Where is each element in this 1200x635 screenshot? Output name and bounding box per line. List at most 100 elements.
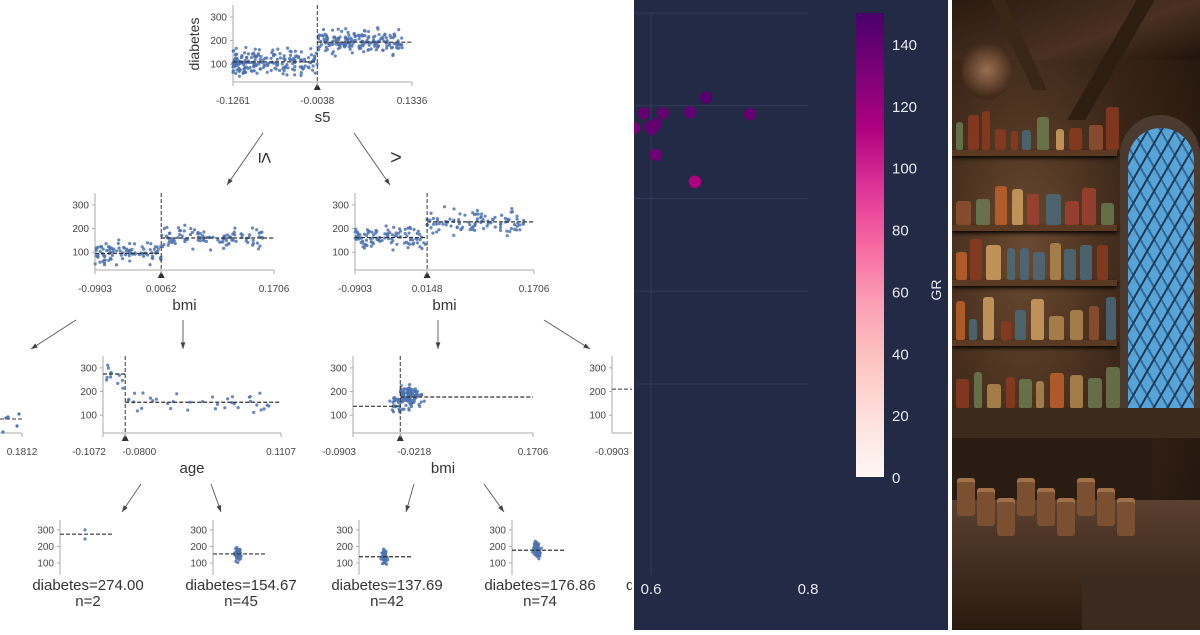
data-point — [505, 229, 509, 233]
data-point — [98, 249, 102, 254]
data-point — [448, 217, 452, 221]
data-point — [224, 243, 228, 247]
data-point — [422, 241, 426, 245]
data-point — [102, 254, 106, 258]
data-point — [459, 227, 463, 231]
data-point — [150, 256, 154, 260]
data-point — [258, 244, 262, 248]
data-point — [288, 58, 292, 62]
divider — [632, 0, 634, 630]
data-point — [376, 26, 380, 30]
data-point — [232, 402, 236, 406]
data-point — [191, 247, 195, 251]
data-point — [376, 44, 381, 48]
data-point — [367, 43, 371, 47]
data-point — [331, 42, 335, 46]
data-point — [292, 68, 297, 72]
potion-bottle-icon — [1049, 316, 1064, 340]
data-point — [167, 241, 171, 245]
data-point — [350, 44, 354, 48]
data-point — [271, 54, 276, 58]
y-tick-label: 300 — [37, 525, 54, 536]
data-point — [4, 416, 8, 420]
data-point — [392, 399, 396, 403]
arrowhead-icon — [180, 342, 186, 349]
edge-arrow — [226, 132, 264, 186]
data-point — [257, 62, 261, 66]
data-point — [313, 71, 317, 75]
hanging-lantern-icon — [962, 40, 1012, 100]
scatter-point — [688, 175, 702, 189]
data-point — [452, 218, 456, 222]
data-point — [255, 71, 259, 75]
edge-arrow — [353, 132, 391, 186]
data-point — [154, 397, 158, 401]
data-point — [282, 54, 286, 58]
data-point — [491, 218, 495, 222]
data-point — [463, 213, 467, 217]
data-point — [196, 231, 200, 236]
potion-bottle-icon — [1106, 107, 1120, 150]
potion-bottle-icon — [1032, 251, 1045, 280]
data-point — [395, 398, 400, 403]
data-point — [255, 241, 260, 245]
data-point — [285, 46, 290, 50]
potion-bottle-icon — [976, 198, 990, 225]
potion-bottle-icon — [1088, 378, 1102, 408]
data-point — [532, 546, 536, 550]
data-point — [362, 29, 366, 33]
data-point — [358, 47, 362, 51]
shelf — [952, 280, 1117, 286]
data-point — [116, 241, 120, 246]
data-point — [390, 408, 394, 412]
data-point — [128, 248, 132, 252]
arrowhead-icon — [405, 505, 411, 512]
colorbar-tick-label: 60 — [892, 284, 909, 301]
potion-bottle-icon — [1036, 380, 1044, 408]
data-point — [252, 410, 256, 415]
data-point — [182, 229, 186, 233]
data-point — [408, 383, 412, 387]
data-point — [381, 48, 385, 52]
potion-bottle-icon — [956, 378, 969, 408]
data-point — [216, 238, 220, 242]
data-point — [452, 233, 456, 237]
y-tick-label: 300 — [589, 363, 606, 374]
data-point — [434, 222, 439, 226]
data-point — [94, 247, 98, 251]
potion-bottle-icon — [1011, 131, 1019, 150]
potion-bottle-icon — [1105, 297, 1116, 340]
data-point — [262, 62, 266, 66]
data-point — [510, 206, 514, 211]
data-point — [101, 259, 105, 263]
data-point — [387, 43, 392, 47]
data-point — [234, 71, 238, 76]
data-point — [317, 48, 321, 52]
data-point — [348, 47, 352, 51]
data-point — [142, 254, 146, 259]
data-point — [300, 66, 304, 70]
data-point — [106, 245, 111, 249]
shelf — [952, 340, 1117, 346]
data-point — [98, 260, 102, 264]
data-point — [534, 544, 538, 548]
x-tick-label: -0.0903 — [322, 447, 356, 458]
x-tick-label: -0.0903 — [595, 447, 629, 458]
data-point — [142, 247, 146, 251]
y-tick-label: 100 — [190, 558, 207, 569]
data-point — [391, 248, 395, 252]
data-point — [417, 403, 421, 407]
x-tick-label: 0.1812 — [7, 447, 38, 458]
data-point — [152, 247, 156, 251]
data-point — [354, 227, 358, 231]
potion-bottle-icon — [1063, 249, 1076, 280]
data-point — [105, 248, 109, 253]
decision-tree-panel: 100 200 300 -0.1261 -0.0038 0.1336 s5 100 200 300… — [0, 5, 635, 610]
potion-bottle-icon — [956, 252, 967, 280]
jar-icon — [1017, 478, 1035, 516]
data-point — [515, 217, 519, 221]
potion-bottle-icon — [1018, 379, 1032, 408]
data-point — [299, 50, 303, 54]
data-point — [431, 216, 436, 221]
data-point — [493, 225, 497, 229]
